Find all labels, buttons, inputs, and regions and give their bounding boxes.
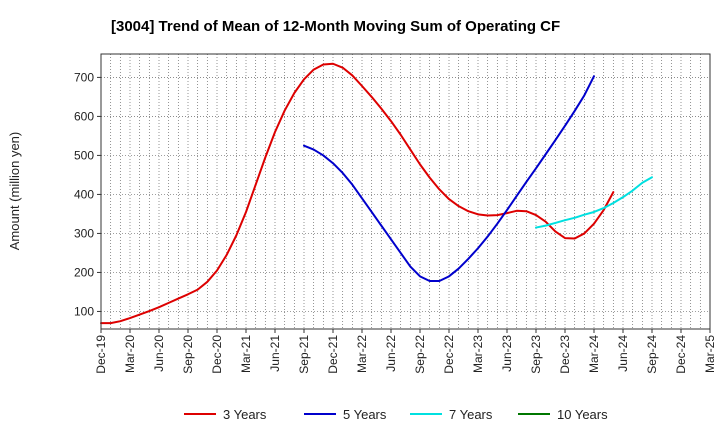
legend-label-10-years: 10 Years [557, 407, 608, 422]
x-tick-label: Jun-20 [152, 335, 166, 372]
x-tick-label: Sep-21 [297, 335, 311, 374]
x-tick-label: Jun-21 [268, 335, 282, 372]
x-tick-label: Mar-21 [239, 335, 253, 373]
x-tick-label: Dec-22 [442, 335, 456, 374]
x-tick-label: Dec-24 [674, 335, 688, 374]
x-tick-label: Sep-20 [181, 335, 195, 374]
series-line-7-years [535, 176, 653, 229]
x-tick-label: Dec-23 [558, 335, 572, 374]
x-tick-label: Mar-20 [123, 335, 137, 373]
y-ticks: 100 200 300 400 500 600 700 [74, 70, 101, 318]
chart-title: [3004] Trend of Mean of 12-Month Moving … [111, 18, 560, 35]
plot-frame [100, 53, 711, 330]
x-tick-label: Jun-24 [616, 335, 630, 372]
y-tick-label: 700 [74, 70, 94, 84]
legend: 3 Years 5 Years 7 Years 10 Years [184, 407, 608, 422]
x-tick-label: Dec-21 [326, 335, 340, 374]
x-tick-label: Sep-23 [529, 335, 543, 374]
y-tick-label: 200 [74, 265, 94, 279]
legend-label-3-years: 3 Years [223, 407, 267, 422]
grid [101, 54, 710, 329]
legend-label-7-years: 7 Years [449, 407, 493, 422]
x-tick-label: Dec-19 [94, 335, 108, 374]
x-tick-label: Mar-23 [471, 335, 485, 373]
x-tick-label: Jun-23 [500, 335, 514, 372]
x-ticks: Dec-19 Mar-20 Jun-20 Sep-20 Dec-20 Mar-21 Jun-… [94, 329, 717, 374]
x-tick-label: Jun-22 [384, 335, 398, 372]
legend-label-5-years: 5 Years [343, 407, 387, 422]
y-tick-label: 100 [74, 304, 94, 318]
y-tick-label: 600 [74, 109, 94, 123]
y-tick-label: 300 [74, 226, 94, 240]
y-tick-label: 500 [74, 148, 94, 162]
y-axis-label: Amount (million yen) [7, 132, 22, 251]
y-tick-label: 400 [74, 187, 94, 201]
series-lines [100, 62, 653, 325]
x-tick-label: Dec-20 [210, 335, 224, 374]
series-line-3-years [100, 62, 615, 325]
x-tick-label: Sep-22 [413, 335, 427, 374]
x-tick-label: Sep-24 [645, 335, 659, 374]
x-tick-label: Mar-25 [703, 335, 717, 373]
x-tick-label: Mar-24 [587, 335, 601, 373]
x-tick-label: Mar-22 [355, 335, 369, 373]
series-line-5-years [303, 75, 595, 283]
